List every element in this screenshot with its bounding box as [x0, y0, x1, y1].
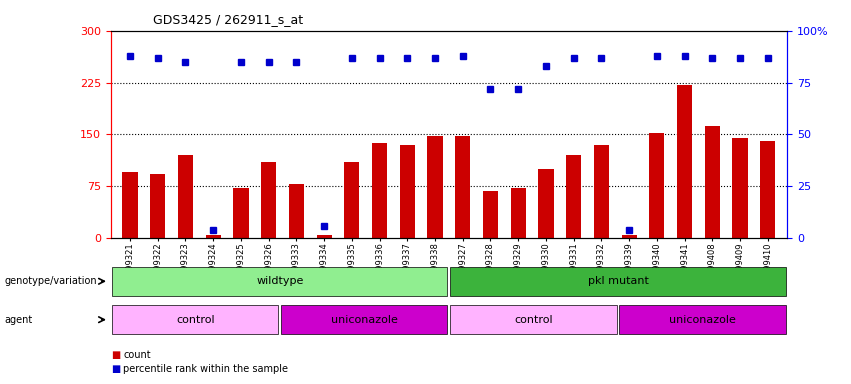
Bar [705, 126, 720, 238]
Bar [400, 145, 415, 238]
Text: percentile rank within the sample: percentile rank within the sample [123, 364, 288, 374]
Text: agent: agent [4, 314, 32, 325]
Bar [566, 155, 581, 238]
Text: control: control [176, 314, 214, 325]
Bar [483, 191, 498, 238]
Bar [620, 305, 785, 334]
Text: GDS3425 / 262911_s_at: GDS3425 / 262911_s_at [153, 13, 303, 26]
Bar [372, 143, 387, 238]
Bar [677, 84, 692, 238]
Bar [539, 169, 553, 238]
Text: control: control [514, 314, 553, 325]
Bar [594, 145, 609, 238]
Text: wildtype: wildtype [256, 276, 304, 286]
Bar [281, 305, 448, 334]
Bar [150, 174, 165, 238]
Bar [288, 184, 304, 238]
Bar [450, 266, 785, 296]
Bar [112, 266, 448, 296]
Bar [621, 235, 637, 238]
Bar [733, 138, 748, 238]
Text: uniconazole: uniconazole [331, 314, 397, 325]
Text: count: count [123, 350, 151, 360]
Text: genotype/variation: genotype/variation [4, 276, 97, 286]
Bar [261, 162, 277, 238]
Bar [511, 188, 526, 238]
Bar [206, 235, 221, 238]
Bar [760, 141, 775, 238]
Bar [178, 155, 193, 238]
Bar [455, 136, 471, 238]
Bar [112, 305, 278, 334]
Bar [317, 235, 332, 238]
Text: pkl mutant: pkl mutant [587, 276, 648, 286]
Bar [427, 136, 443, 238]
Text: uniconazole: uniconazole [669, 314, 736, 325]
Bar [233, 188, 248, 238]
Bar [345, 162, 359, 238]
Bar [123, 172, 138, 238]
Bar [450, 305, 617, 334]
Text: ■: ■ [111, 364, 120, 374]
Text: ■: ■ [111, 350, 120, 360]
Bar [649, 133, 665, 238]
